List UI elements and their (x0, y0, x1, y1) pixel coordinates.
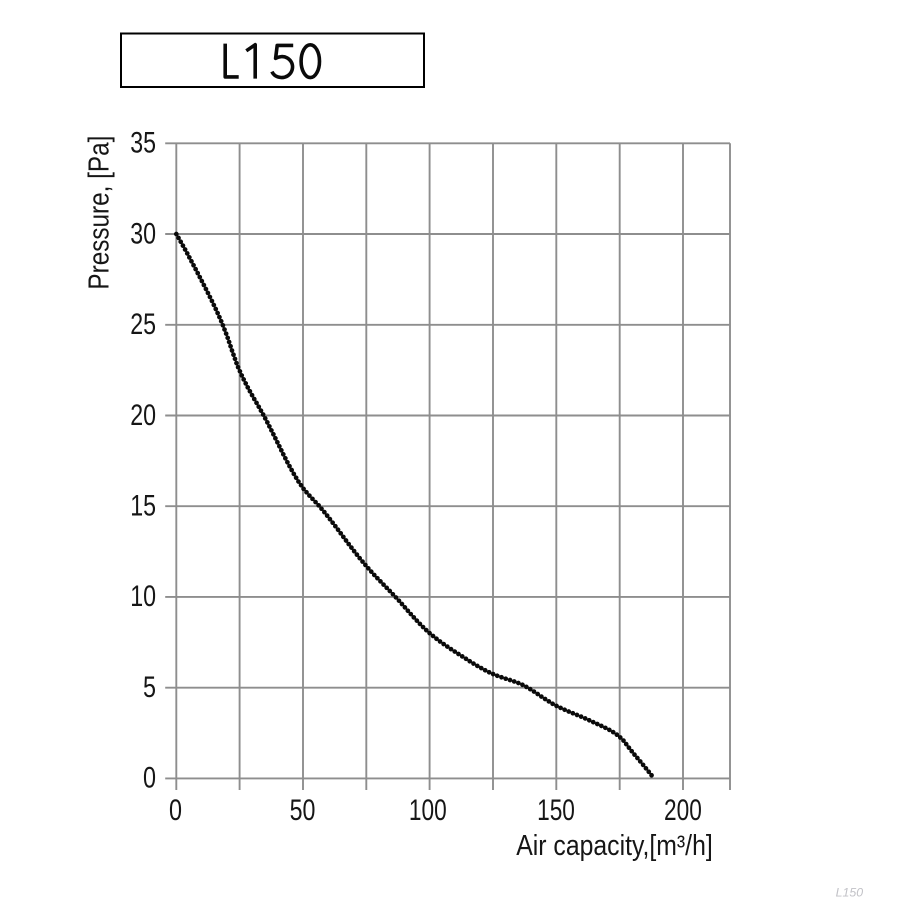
svg-text:15: 15 (130, 490, 156, 523)
svg-text:150: 150 (537, 794, 575, 827)
svg-text:30: 30 (130, 217, 156, 250)
svg-text:35: 35 (130, 127, 156, 160)
svg-text:Air capacity,[m³/h]: Air capacity,[m³/h] (516, 830, 713, 862)
svg-text:20: 20 (130, 399, 156, 432)
svg-text:25: 25 (130, 308, 156, 341)
svg-text:10: 10 (130, 580, 156, 613)
svg-text:5: 5 (143, 671, 156, 704)
svg-text:100: 100 (409, 794, 447, 827)
svg-text:0: 0 (169, 794, 182, 827)
svg-text:L150: L150 (836, 886, 864, 900)
svg-text:50: 50 (290, 794, 316, 827)
svg-text:Pressure, [Pa]: Pressure, [Pa] (84, 136, 116, 290)
svg-text:0: 0 (143, 762, 156, 795)
svg-text:200: 200 (664, 794, 702, 827)
